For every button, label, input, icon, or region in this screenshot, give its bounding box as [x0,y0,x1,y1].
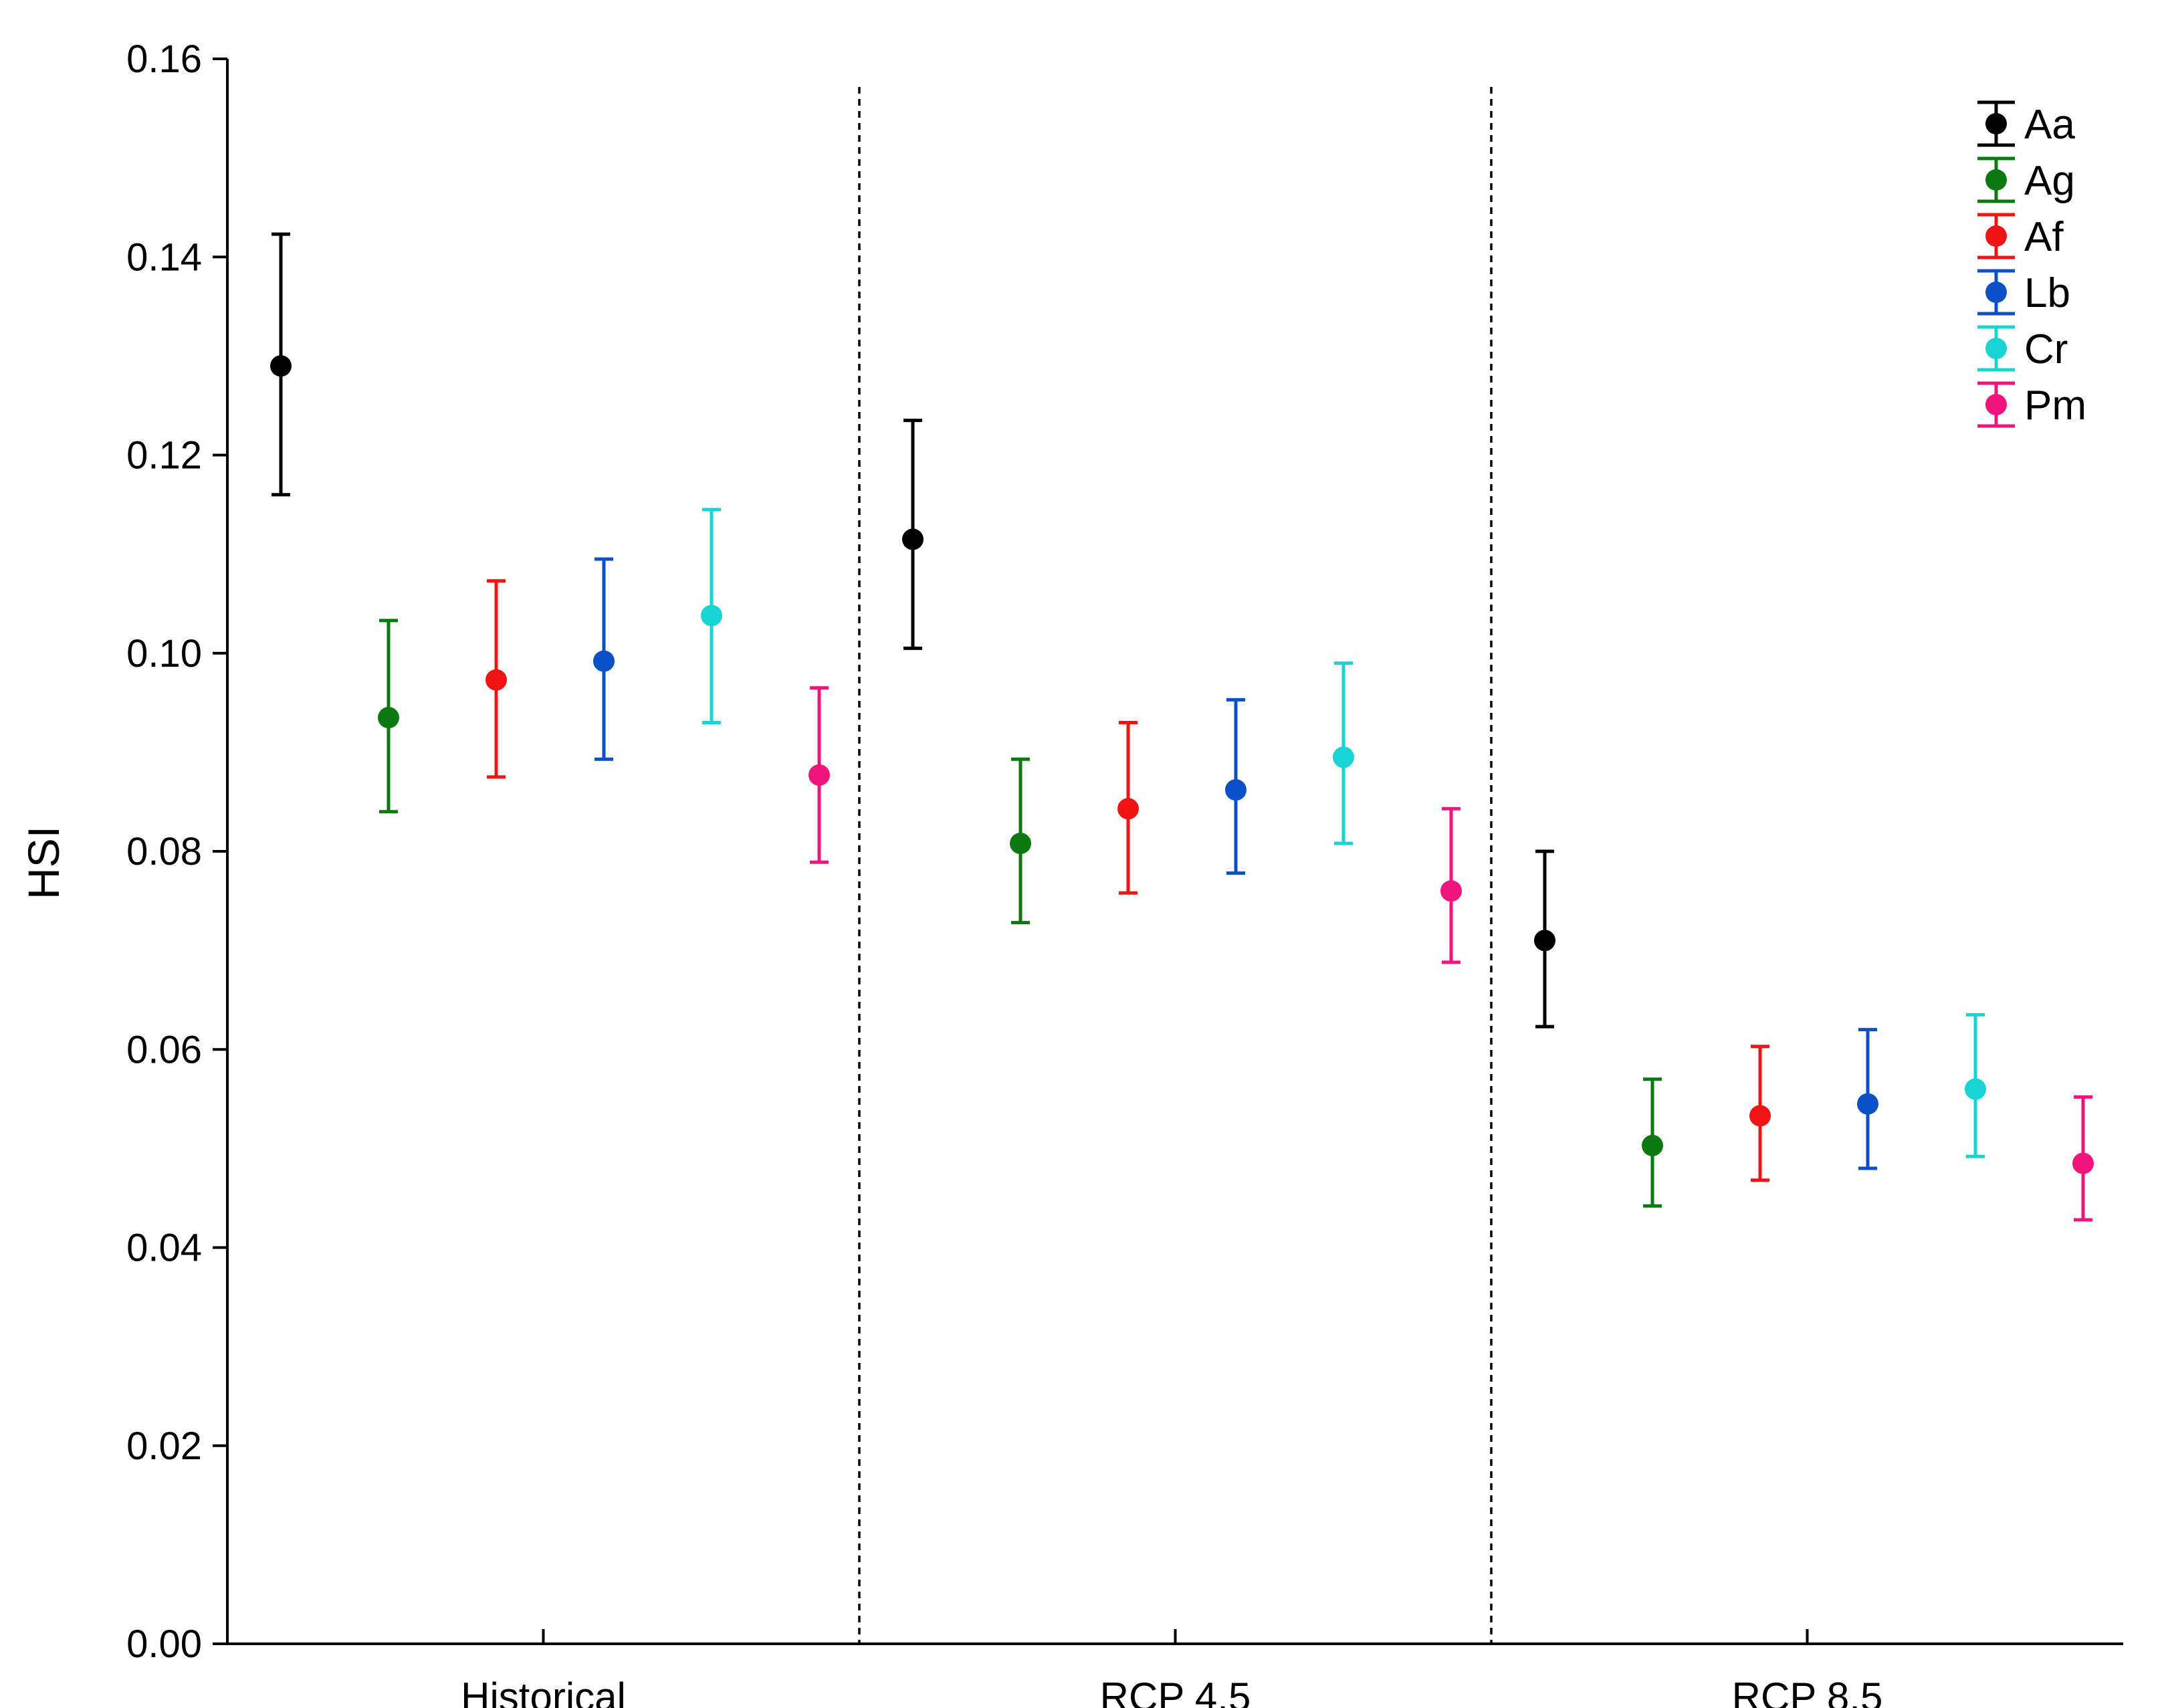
errorbar-point-Pm [1440,807,1462,964]
data-point [485,669,507,691]
errorbar-point-Aa [902,419,924,650]
legend-label: Aa [2024,102,2075,148]
y-tick-label: 0.16 [126,37,202,81]
data-point [1857,1093,1878,1115]
category-separators [858,87,1493,1644]
legend-label: Pm [2024,383,2086,429]
data-point [1333,746,1354,768]
data-point [1534,930,1555,952]
legend-marker [1985,225,2007,247]
errorbar-point-Aa [270,232,292,497]
y-tick-label: 0.14 [126,235,202,279]
legend-label: Lb [2024,270,2070,316]
y-axis-title: HSI [19,826,68,899]
y-tick-label: 0.06 [126,1028,202,1071]
y-tick-label: 0.02 [126,1424,202,1468]
data-point [1642,1134,1663,1156]
y-ticks: 0.00 0.02 0.04 0.06 0.08 0.10 0.12 0.14 0.16 [126,37,227,1666]
y-tick-label: 0.04 [126,1226,202,1270]
errorbar-point-Af [485,579,507,779]
legend-label: Cr [2024,326,2068,372]
legend-item-Ag: Ag [1977,156,2075,204]
legend-item-Cr: Cr [1977,325,2068,372]
x-tick-label: Historical [461,1675,626,1708]
legend-label: Af [2024,214,2064,260]
data-point [270,355,292,377]
legend-label: Ag [2024,158,2075,204]
legend-item-Lb: Lb [1977,269,2070,316]
x-tick-label: RCP 4.5 [1100,1675,1251,1708]
legend: Aa Ag Af Lb Cr Pm [1977,100,2086,429]
legend-marker [1985,169,2007,191]
data-point [1965,1078,1986,1100]
errorbar-point-Af [1749,1045,1771,1182]
errorbar-point-Pm [808,686,830,864]
errorbar-point-Ag [378,619,399,814]
y-tick-label: 0.12 [126,434,202,477]
data-marks [270,232,2094,1222]
legend-marker [1985,282,2007,303]
errorbar-point-Cr [701,508,722,724]
y-tick-label: 0.00 [126,1622,202,1666]
data-point [1010,833,1031,855]
errorbar-point-Aa [1534,849,1555,1029]
legend-item-Pm: Pm [1977,381,2086,429]
data-point [1117,798,1139,820]
errorbar-point-Af [1117,720,1139,895]
legend-marker [1985,394,2007,415]
legend-item-Af: Af [1977,213,2064,260]
y-tick-label: 0.10 [126,632,202,675]
data-point [593,650,615,672]
errorbar-point-Ag [1010,757,1031,925]
axes [226,59,2123,1645]
data-point [1440,880,1462,902]
data-point [2072,1152,2094,1174]
data-point [378,707,399,729]
errorbar-point-Ag [1642,1077,1663,1208]
data-point [808,764,830,786]
errorbar-point-Lb [1225,698,1247,875]
x-tick-label: RCP 8.5 [1732,1675,1883,1708]
errorbar-point-Cr [1333,661,1354,845]
errorbar-point-Cr [1965,1012,1986,1158]
y-tick-label: 0.08 [126,830,202,873]
legend-marker [1985,113,2007,134]
errorbar-point-Lb [593,557,615,761]
data-point [1225,779,1247,801]
data-point [902,528,924,550]
legend-item-Aa: Aa [1977,100,2075,148]
errorbar-point-Lb [1857,1028,1878,1170]
data-point [701,605,722,627]
x-ticks: Historical RCP 4.5 RCP 8.5 [461,1629,1882,1708]
errorbar-point-Pm [2072,1095,2094,1222]
data-point [1749,1105,1771,1127]
legend-marker [1985,338,2007,359]
